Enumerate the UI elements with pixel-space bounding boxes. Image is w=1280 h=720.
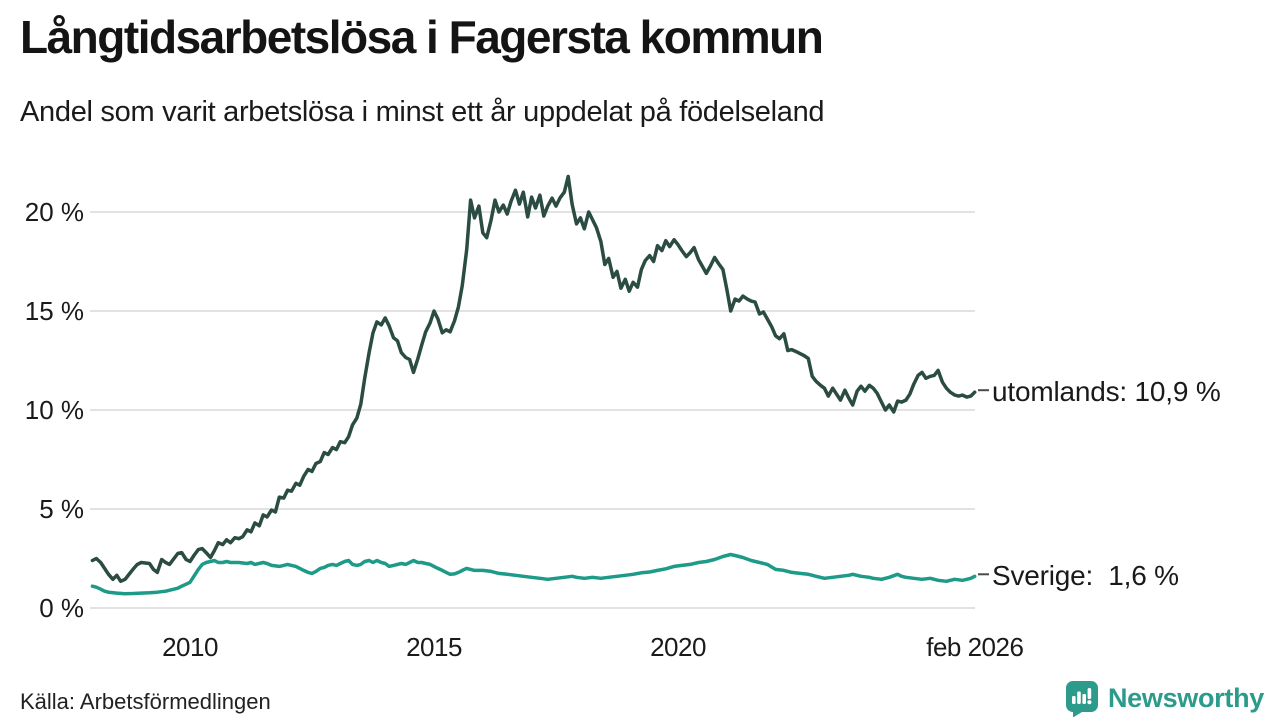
page-subtitle: Andel som varit arbetslösa i minst ett å… [20,96,825,128]
exclamation-icon [1087,688,1092,699]
newsworthy-logo-icon [1065,681,1098,717]
y-tick-label: 15 % [24,296,84,326]
newsworthy-brand: Newsworthy [1064,680,1264,717]
y-tick-label: 0 % [39,593,84,623]
series-end-label-utomlands: utomlands: 10,9 % [992,376,1221,408]
sverige-line [90,552,977,596]
brand-name: Newsworthy [1107,683,1264,713]
x-tick-label: feb 2026 [926,632,1024,662]
x-tick-label: 2020 [650,632,706,662]
page-title: Långtidsarbetslösa i Fagersta kommun [20,11,824,63]
x-tick-label: 2010 [162,632,218,662]
y-tick-label: 10 % [24,395,84,425]
y-tick-label: 5 % [39,494,84,524]
source-note: Källa: Arbetsförmedlingen [20,689,271,714]
series-end-label-sverige: Sverige: 1,6 % [992,560,1179,592]
bar-chart-icon [1071,688,1092,705]
y-tick-label: 20 % [24,197,84,227]
utomlands-line [90,174,977,584]
x-tick-label: 2015 [406,632,462,662]
